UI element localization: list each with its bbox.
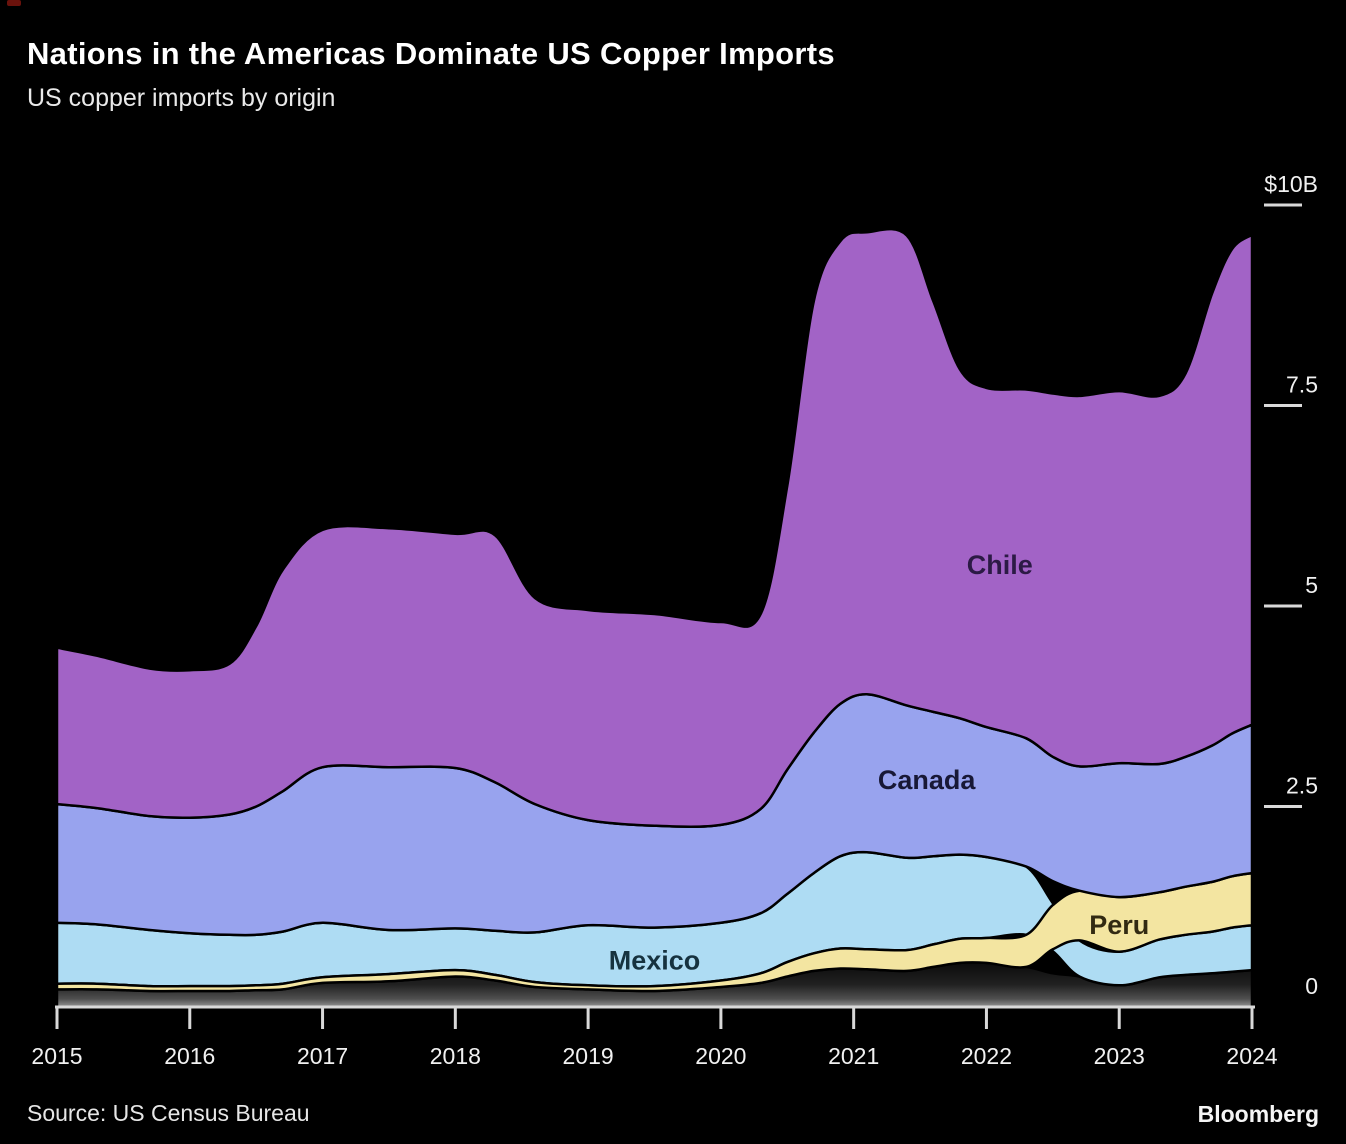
y-label-10: $10B xyxy=(1264,171,1318,197)
x-label-2019: 2019 xyxy=(563,1043,614,1069)
x-label-2022: 2022 xyxy=(961,1043,1012,1069)
x-label-2021: 2021 xyxy=(828,1043,879,1069)
x-label-2018: 2018 xyxy=(430,1043,481,1069)
y-label-0: 0 xyxy=(1305,973,1318,999)
y-label-5: 5 xyxy=(1305,572,1318,598)
x-label-2020: 2020 xyxy=(695,1043,746,1069)
screenshot-corner-artifact xyxy=(7,0,21,6)
chart-subtitle: US copper imports by origin xyxy=(27,84,336,112)
x-label-2024: 2024 xyxy=(1226,1043,1277,1069)
x-label-2023: 2023 xyxy=(1094,1043,1145,1069)
y-label-7.5: 7.5 xyxy=(1286,372,1318,398)
area-chile xyxy=(55,227,1254,828)
series-label-mexico: Mexico xyxy=(609,945,701,975)
x-label-2015: 2015 xyxy=(31,1043,82,1069)
x-label-2017: 2017 xyxy=(297,1043,348,1069)
x-label-2016: 2016 xyxy=(164,1043,215,1069)
series-label-canada: Canada xyxy=(878,765,977,795)
series-label-chile: Chile xyxy=(967,550,1033,580)
series-label-peru: Peru xyxy=(1089,910,1149,940)
source-note: Source: US Census Bureau xyxy=(27,1100,310,1126)
bloomberg-logo: Bloomberg xyxy=(1197,1101,1319,1127)
area-peru xyxy=(55,871,1254,993)
chart-title: Nations in the Americas Dominate US Copp… xyxy=(27,36,835,71)
y-label-2.5: 2.5 xyxy=(1286,773,1318,799)
